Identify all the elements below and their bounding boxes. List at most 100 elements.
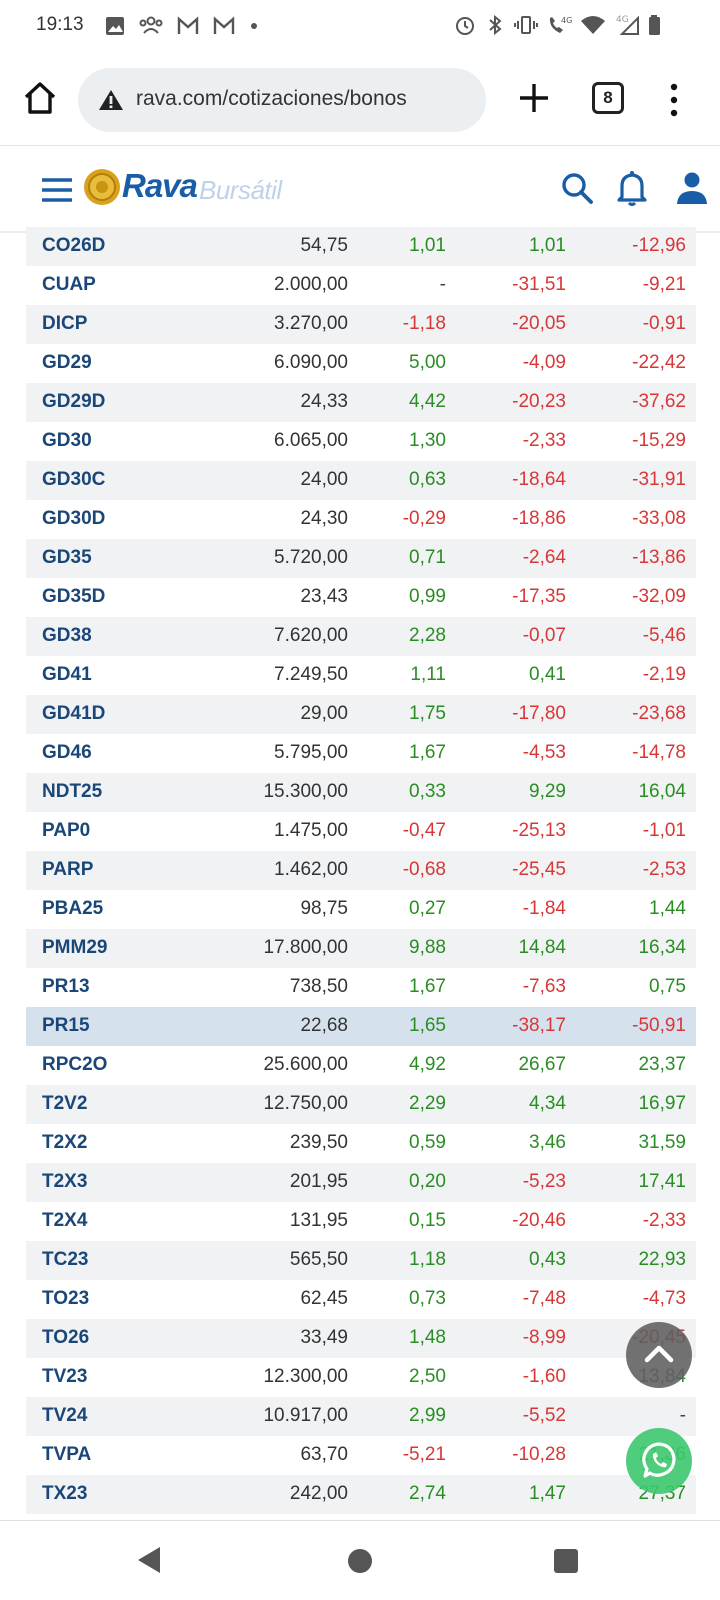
url-text[interactable]: rava.com/cotizaciones/bonos (136, 87, 407, 110)
bond-symbol-link[interactable]: GD30C (42, 469, 106, 490)
bond-symbol-link[interactable]: PMM29 (42, 937, 108, 958)
price-cell: 15.300,00 (263, 781, 348, 802)
bond-symbol-link[interactable]: GD29D (42, 391, 106, 412)
logo-text[interactable]: Rava (122, 167, 198, 204)
scroll-to-top-button[interactable] (626, 1322, 692, 1388)
table-row[interactable]: GD29 6.090,00 5,00 -4,09 -22,42 (26, 344, 696, 383)
change-yearly-cell: - (679, 1405, 686, 1426)
bond-symbol-link[interactable]: PR13 (42, 976, 90, 997)
table-row[interactable]: PMM29 17.800,00 9,88 14,84 16,34 (26, 929, 696, 968)
bond-symbol-link[interactable]: RPC2O (42, 1054, 108, 1075)
table-row[interactable]: PR15 22,68 1,65 -38,17 -50,91 (26, 1007, 696, 1046)
change-monthly-cell: -8,99 (522, 1327, 566, 1348)
bond-symbol-link[interactable]: GD46 (42, 742, 92, 763)
table-row[interactable]: GD30D 24,30 -0,29 -18,86 -33,08 (26, 500, 696, 539)
table-row[interactable]: PBA25 98,75 0,27 -1,84 1,44 (26, 890, 696, 929)
bond-symbol-link[interactable]: TO23 (42, 1288, 90, 1309)
bond-symbol-link[interactable]: PBA25 (42, 898, 104, 919)
table-row[interactable]: GD41D 29,00 1,75 -17,80 -23,68 (26, 695, 696, 734)
price-cell: 3.270,00 (274, 313, 348, 334)
table-row[interactable]: T2V2 12.750,00 2,29 4,34 16,97 (26, 1085, 696, 1124)
change-yearly-cell: -0,91 (642, 313, 686, 334)
table-row[interactable]: CUAP 2.000,00 - -31,51 -9,21 (26, 266, 696, 305)
address-bar[interactable]: rava.com/cotizaciones/bonos (78, 68, 486, 132)
table-row[interactable]: GD30C 24,00 0,63 -18,64 -31,91 (26, 461, 696, 500)
table-row[interactable]: TV24 10.917,00 2,99 -5,52 - (26, 1397, 696, 1436)
table-row[interactable]: PR13 738,50 1,67 -7,63 0,75 (26, 968, 696, 1007)
bond-symbol-link[interactable]: T2V2 (42, 1093, 88, 1114)
change-monthly-cell: 0,43 (529, 1249, 566, 1270)
table-row[interactable]: CO26D 54,75 1,01 1,01 -12,96 (26, 227, 696, 266)
bond-symbol-link[interactable]: GD30D (42, 508, 106, 529)
logo-coin-icon[interactable] (82, 167, 122, 207)
change-yearly-cell: 1,44 (649, 898, 686, 919)
bell-icon[interactable] (616, 169, 648, 207)
bond-symbol-link[interactable]: CO26D (42, 235, 106, 256)
bond-symbol-link[interactable]: GD41 (42, 664, 92, 685)
warning-icon[interactable] (98, 88, 124, 112)
table-row[interactable]: GD35 5.720,00 0,71 -2,64 -13,86 (26, 539, 696, 578)
bond-symbol-link[interactable]: T2X3 (42, 1171, 88, 1192)
table-row[interactable]: GD46 5.795,00 1,67 -4,53 -14,78 (26, 734, 696, 773)
table-row[interactable]: GD29D 24,33 4,42 -20,23 -37,62 (26, 383, 696, 422)
bond-symbol-link[interactable]: GD30 (42, 430, 92, 451)
bond-symbol-link[interactable]: CUAP (42, 274, 96, 295)
table-row[interactable]: T2X2 239,50 0,59 3,46 31,59 (26, 1124, 696, 1163)
table-row[interactable]: GD38 7.620,00 2,28 -0,07 -5,46 (26, 617, 696, 656)
bond-symbol-link[interactable]: PR15 (42, 1015, 90, 1036)
table-row[interactable]: PAP0 1.475,00 -0,47 -25,13 -1,01 (26, 812, 696, 851)
table-row[interactable]: TO23 62,45 0,73 -7,48 -4,73 (26, 1280, 696, 1319)
table-row[interactable]: RPC2O 25.600,00 4,92 26,67 23,37 (26, 1046, 696, 1085)
bond-symbol-link[interactable]: TC23 (42, 1249, 89, 1270)
tab-switcher-button[interactable]: 8 (592, 82, 624, 114)
chevron-up-icon[interactable] (626, 1322, 692, 1388)
bond-symbol-link[interactable]: GD38 (42, 625, 92, 646)
bond-symbol-link[interactable]: TO26 (42, 1327, 90, 1348)
bond-symbol-link[interactable]: NDT25 (42, 781, 103, 802)
table-row[interactable]: T2X4 131,95 0,15 -20,46 -2,33 (26, 1202, 696, 1241)
table-row[interactable]: GD30 6.065,00 1,30 -2,33 -15,29 (26, 422, 696, 461)
bond-symbol-link[interactable]: T2X4 (42, 1210, 88, 1231)
change-yearly-cell: -33,08 (632, 508, 686, 529)
bond-symbol-link[interactable]: TX23 (42, 1483, 88, 1504)
more-menu-icon[interactable] (664, 82, 684, 118)
whatsapp-button[interactable] (626, 1428, 692, 1494)
bond-symbol-link[interactable]: PAP0 (42, 820, 91, 841)
change-monthly-cell: -20,05 (512, 313, 566, 334)
change-yearly-cell: -13,86 (632, 547, 686, 568)
bond-symbol-link[interactable]: GD35D (42, 586, 106, 607)
logo-subtext[interactable]: Bursátil (199, 175, 282, 205)
bond-symbol-link[interactable]: DICP (42, 313, 88, 334)
table-row[interactable]: TC23 565,50 1,18 0,43 22,93 (26, 1241, 696, 1280)
bond-symbol-link[interactable]: TVPA (42, 1444, 92, 1465)
back-icon[interactable] (136, 1545, 162, 1575)
bond-symbol-link[interactable]: TV24 (42, 1405, 88, 1426)
bond-symbol-link[interactable]: PARP (42, 859, 94, 880)
home-icon[interactable] (22, 80, 58, 116)
recents-icon[interactable] (554, 1549, 578, 1573)
new-tab-icon[interactable] (516, 80, 552, 116)
whatsapp-icon[interactable] (626, 1428, 692, 1494)
bond-symbol-link[interactable]: GD41D (42, 703, 106, 724)
table-row[interactable]: NDT25 15.300,00 0,33 9,29 16,04 (26, 773, 696, 812)
change-yearly-cell: -50,91 (632, 1015, 686, 1036)
table-row[interactable]: GD35D 23,43 0,99 -17,35 -32,09 (26, 578, 696, 617)
vibrate-icon (514, 16, 538, 34)
bond-symbol-link[interactable]: GD29 (42, 352, 92, 373)
bond-symbol-link[interactable]: T2X2 (42, 1132, 88, 1153)
home-nav-icon[interactable] (348, 1549, 372, 1573)
bond-symbol-link[interactable]: GD35 (42, 547, 92, 568)
table-row[interactable]: DICP 3.270,00 -1,18 -20,05 -0,91 (26, 305, 696, 344)
price-cell: 201,95 (289, 1171, 348, 1192)
hamburger-menu-icon[interactable] (40, 177, 74, 203)
bond-symbol-link[interactable]: TV23 (42, 1366, 88, 1387)
user-icon[interactable] (676, 171, 708, 205)
table-row[interactable]: PARP 1.462,00 -0,68 -25,45 -2,53 (26, 851, 696, 890)
search-icon[interactable] (560, 171, 594, 205)
table-row[interactable]: GD41 7.249,50 1,11 0,41 -2,19 (26, 656, 696, 695)
table-row[interactable]: T2X3 201,95 0,20 -5,23 17,41 (26, 1163, 696, 1202)
